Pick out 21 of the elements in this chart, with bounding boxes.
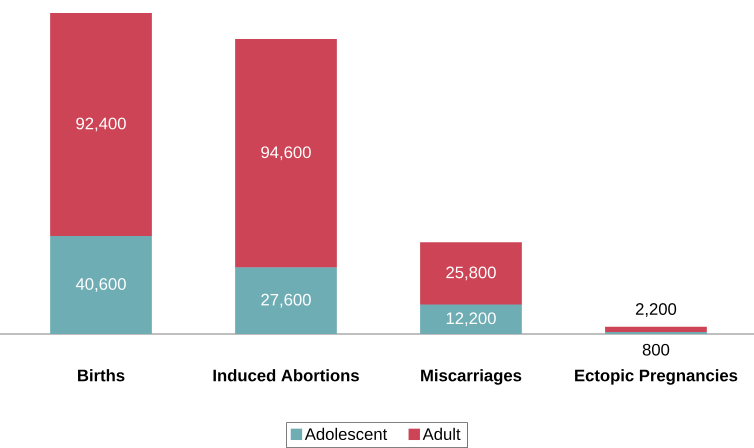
data-label: 12,200 — [446, 312, 496, 326]
data-label: 92,400 — [76, 118, 126, 132]
bar — [50, 12, 152, 236]
data-label: 2,200 — [636, 303, 676, 317]
data-label: 27,600 — [261, 294, 311, 308]
legend-label: Adolescent — [304, 428, 388, 440]
data-label: 40,600 — [76, 278, 126, 292]
legend-label: Adult — [422, 428, 460, 440]
bar — [235, 267, 337, 334]
data-label: 25,800 — [446, 266, 496, 280]
x-tick-label: Induced Abortions — [213, 369, 359, 382]
data-label: 800 — [642, 344, 670, 356]
x-tick-label: Ectopic Pregnancies — [575, 369, 738, 385]
bar — [50, 236, 152, 334]
bar — [420, 304, 522, 334]
x-tick-label: Miscarriages — [421, 369, 522, 385]
bar — [605, 326, 707, 332]
bar — [235, 39, 337, 268]
x-tick-label: Births — [78, 369, 124, 382]
data-label: 94,600 — [261, 146, 311, 160]
bar — [420, 242, 522, 305]
